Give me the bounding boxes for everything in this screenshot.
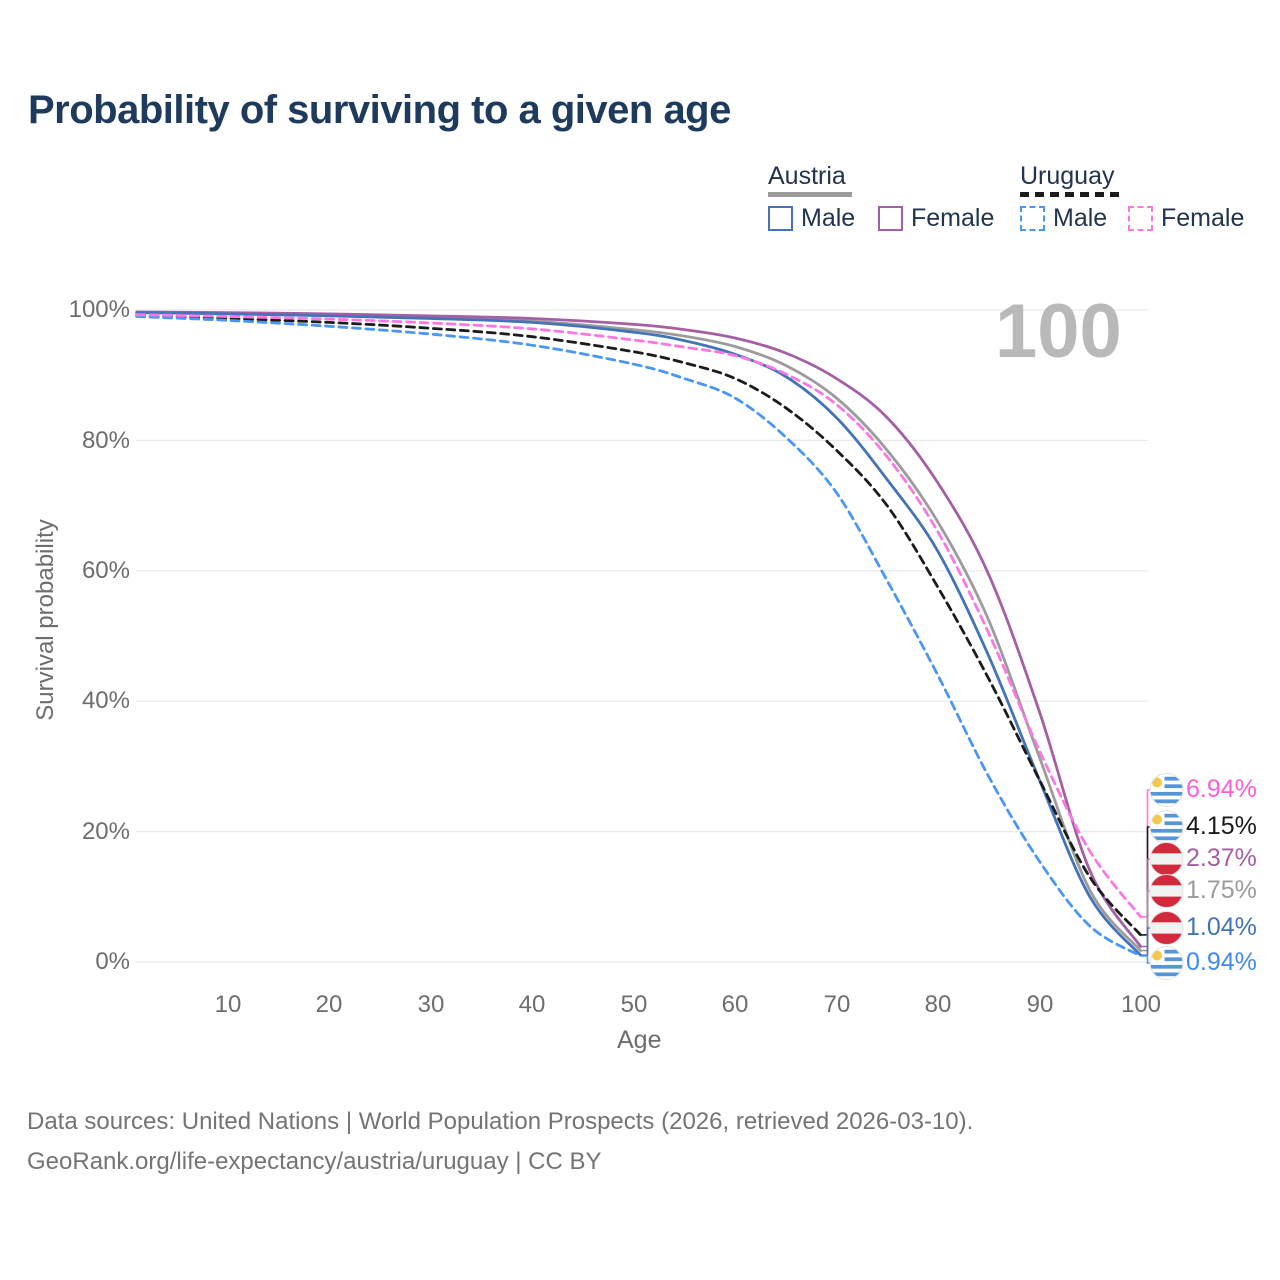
- y-tick-60: 60%: [81, 557, 130, 584]
- legend-label-austria-female[interactable]: Female: [911, 204, 995, 232]
- y-tick-0: 0%: [95, 948, 130, 975]
- legend-item-austria-male[interactable]: [768, 206, 793, 231]
- legend-group-title-austria[interactable]: Austria: [768, 162, 846, 190]
- legend-label-austria-male[interactable]: Male: [801, 204, 856, 232]
- end-label-uruguay-female: 6.94%: [1186, 775, 1257, 803]
- austria-flag-icon: [1149, 874, 1184, 908]
- x-tick-20: 20: [315, 991, 343, 1018]
- uruguay-line-swatch: [1020, 192, 1119, 197]
- austria-line-swatch: [768, 192, 852, 197]
- x-axis-title: Age: [617, 1026, 662, 1054]
- legend-label-uruguay-female[interactable]: Female: [1161, 204, 1245, 232]
- age-100-watermark: 100: [995, 289, 1122, 374]
- austria-flag-icon: [1149, 842, 1184, 876]
- data-sources-note: Data sources: United Nations | World Pop…: [27, 1108, 974, 1135]
- curve-uruguay-female[interactable]: [135, 313, 1142, 919]
- x-tick-10: 10: [214, 991, 242, 1018]
- attribution-note: GeoRank.org/life-expectancy/austria/urug…: [27, 1148, 602, 1175]
- x-tick-40: 40: [518, 991, 546, 1018]
- x-tick-100: 100: [1120, 991, 1162, 1018]
- end-label-austria-total: 1.75%: [1186, 876, 1257, 904]
- uruguay-male-checkbox: [1020, 206, 1045, 231]
- curve-austria-total[interactable]: [135, 311, 1142, 952]
- x-tick-60: 60: [721, 991, 749, 1018]
- uruguay-flag-icon: [1149, 810, 1184, 844]
- y-tick-20: 20%: [81, 818, 130, 845]
- y-tick-100: 100%: [68, 296, 130, 323]
- uruguay-female-checkbox: [1128, 206, 1153, 231]
- end-label-austria-female: 2.37%: [1186, 844, 1257, 872]
- legend-item-uruguay-male[interactable]: [1020, 206, 1045, 231]
- x-tick-50: 50: [620, 991, 648, 1018]
- y-tick-40: 40%: [81, 687, 130, 714]
- end-label-uruguay-total: 4.15%: [1186, 812, 1257, 840]
- x-tick-70: 70: [823, 991, 851, 1018]
- legend-item-austria-female[interactable]: [878, 206, 903, 231]
- legend-group-title-uruguay[interactable]: Uruguay: [1020, 162, 1115, 190]
- curve-uruguay-male[interactable]: [135, 315, 1142, 958]
- uruguay-flag-icon: [1149, 946, 1184, 980]
- curve-austria-female[interactable]: [135, 310, 1142, 948]
- y-tick-80: 80%: [81, 427, 130, 454]
- x-tick-80: 80: [924, 991, 952, 1018]
- curve-uruguay-total[interactable]: [135, 313, 1142, 937]
- legend-item-uruguay-female[interactable]: [1128, 206, 1153, 231]
- legend-label-uruguay-male[interactable]: Male: [1053, 204, 1108, 232]
- austria-flag-icon: [1149, 911, 1184, 945]
- austria-female-checkbox: [878, 206, 903, 231]
- uruguay-flag-icon: [1149, 773, 1184, 807]
- austria-male-checkbox: [768, 206, 793, 231]
- end-label-austria-male: 1.04%: [1186, 913, 1257, 941]
- end-label-uruguay-male: 0.94%: [1186, 948, 1257, 976]
- x-tick-30: 30: [417, 991, 445, 1018]
- x-tick-90: 90: [1026, 991, 1054, 1018]
- page-title: Probability of surviving to a given age: [28, 88, 731, 132]
